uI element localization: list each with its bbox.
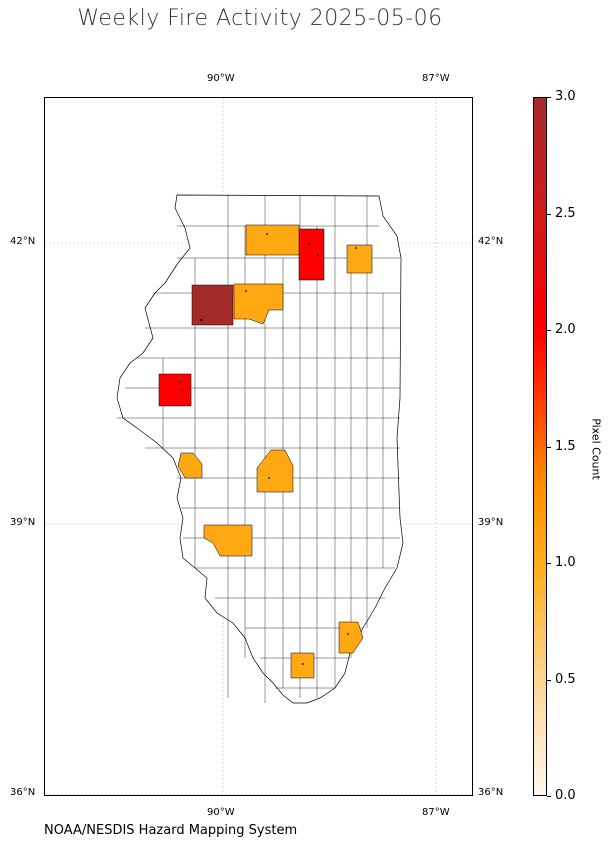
colorbar-tick-label: 2.5	[555, 206, 576, 221]
county-fire-1e	[256, 449, 294, 493]
county-fire-2a	[298, 228, 325, 281]
fire-points	[179, 233, 357, 665]
colorbar-label: Pixel Count	[589, 418, 603, 480]
map-svg	[45, 98, 472, 795]
fire-counties	[158, 224, 373, 679]
colorbar-tick-label: 1.0	[555, 555, 576, 570]
fire-point	[179, 381, 181, 383]
lat-tick-left-39n: 39°N	[10, 517, 36, 528]
colorbar-tick-label: 0.0	[555, 788, 576, 803]
colorbar-tick-label: 2.0	[555, 322, 576, 337]
colorbar-tick-label: 3.0	[555, 89, 576, 104]
colorbar-tickmark	[547, 796, 551, 797]
source-credit: NOAA/NESDIS Hazard Mapping System	[44, 823, 298, 838]
lat-tick-right-36n: 36°N	[478, 787, 504, 798]
colorbar-tick-label: 1.5	[555, 439, 576, 454]
county-fire-1c	[233, 283, 284, 325]
lon-tick-top-90w: 90°W	[207, 73, 235, 84]
lon-tick-top-87w: 87°W	[422, 73, 450, 84]
chart-title: Weekly Fire Activity 2025-05-06	[77, 6, 443, 31]
fire-point	[245, 290, 247, 292]
lon-tick-bottom-90w: 90°W	[207, 807, 235, 818]
fire-point	[355, 247, 357, 249]
colorbar	[533, 97, 547, 796]
colorbar-tick-label: 0.5	[555, 672, 576, 687]
lat-tick-right-42n: 42°N	[478, 236, 504, 247]
colorbar-tickmark	[547, 97, 551, 98]
colorbar-tickmark	[547, 680, 551, 681]
map-frame	[44, 97, 473, 796]
county-fire-1g	[338, 621, 364, 654]
lat-tick-right-39n: 39°N	[478, 517, 504, 528]
county-fire-1b	[346, 244, 373, 274]
county-fire-2b	[158, 373, 192, 407]
colorbar-tickmark	[547, 330, 551, 331]
colorbar-tickmark	[547, 214, 551, 215]
colorbar-tickmark	[547, 563, 551, 564]
fire-point	[181, 389, 183, 391]
fire-point	[347, 633, 349, 635]
illinois-outline	[116, 194, 404, 704]
lon-tick-bottom-87w: 87°W	[422, 807, 450, 818]
county-fire-1f	[203, 524, 253, 557]
lat-tick-left-36n: 36°N	[10, 787, 36, 798]
county-fire-1h	[290, 652, 315, 679]
fire-point	[268, 477, 270, 479]
county-fire-1d	[177, 452, 203, 479]
fire-point	[308, 243, 310, 245]
fire-point	[302, 663, 304, 665]
county-fire-1a	[245, 224, 300, 256]
fire-point	[317, 254, 319, 256]
fire-point	[199, 318, 203, 322]
county-fire-3	[191, 284, 234, 326]
lat-tick-left-42n: 42°N	[10, 236, 36, 247]
colorbar-tickmark	[547, 447, 551, 448]
fire-point	[266, 233, 268, 235]
